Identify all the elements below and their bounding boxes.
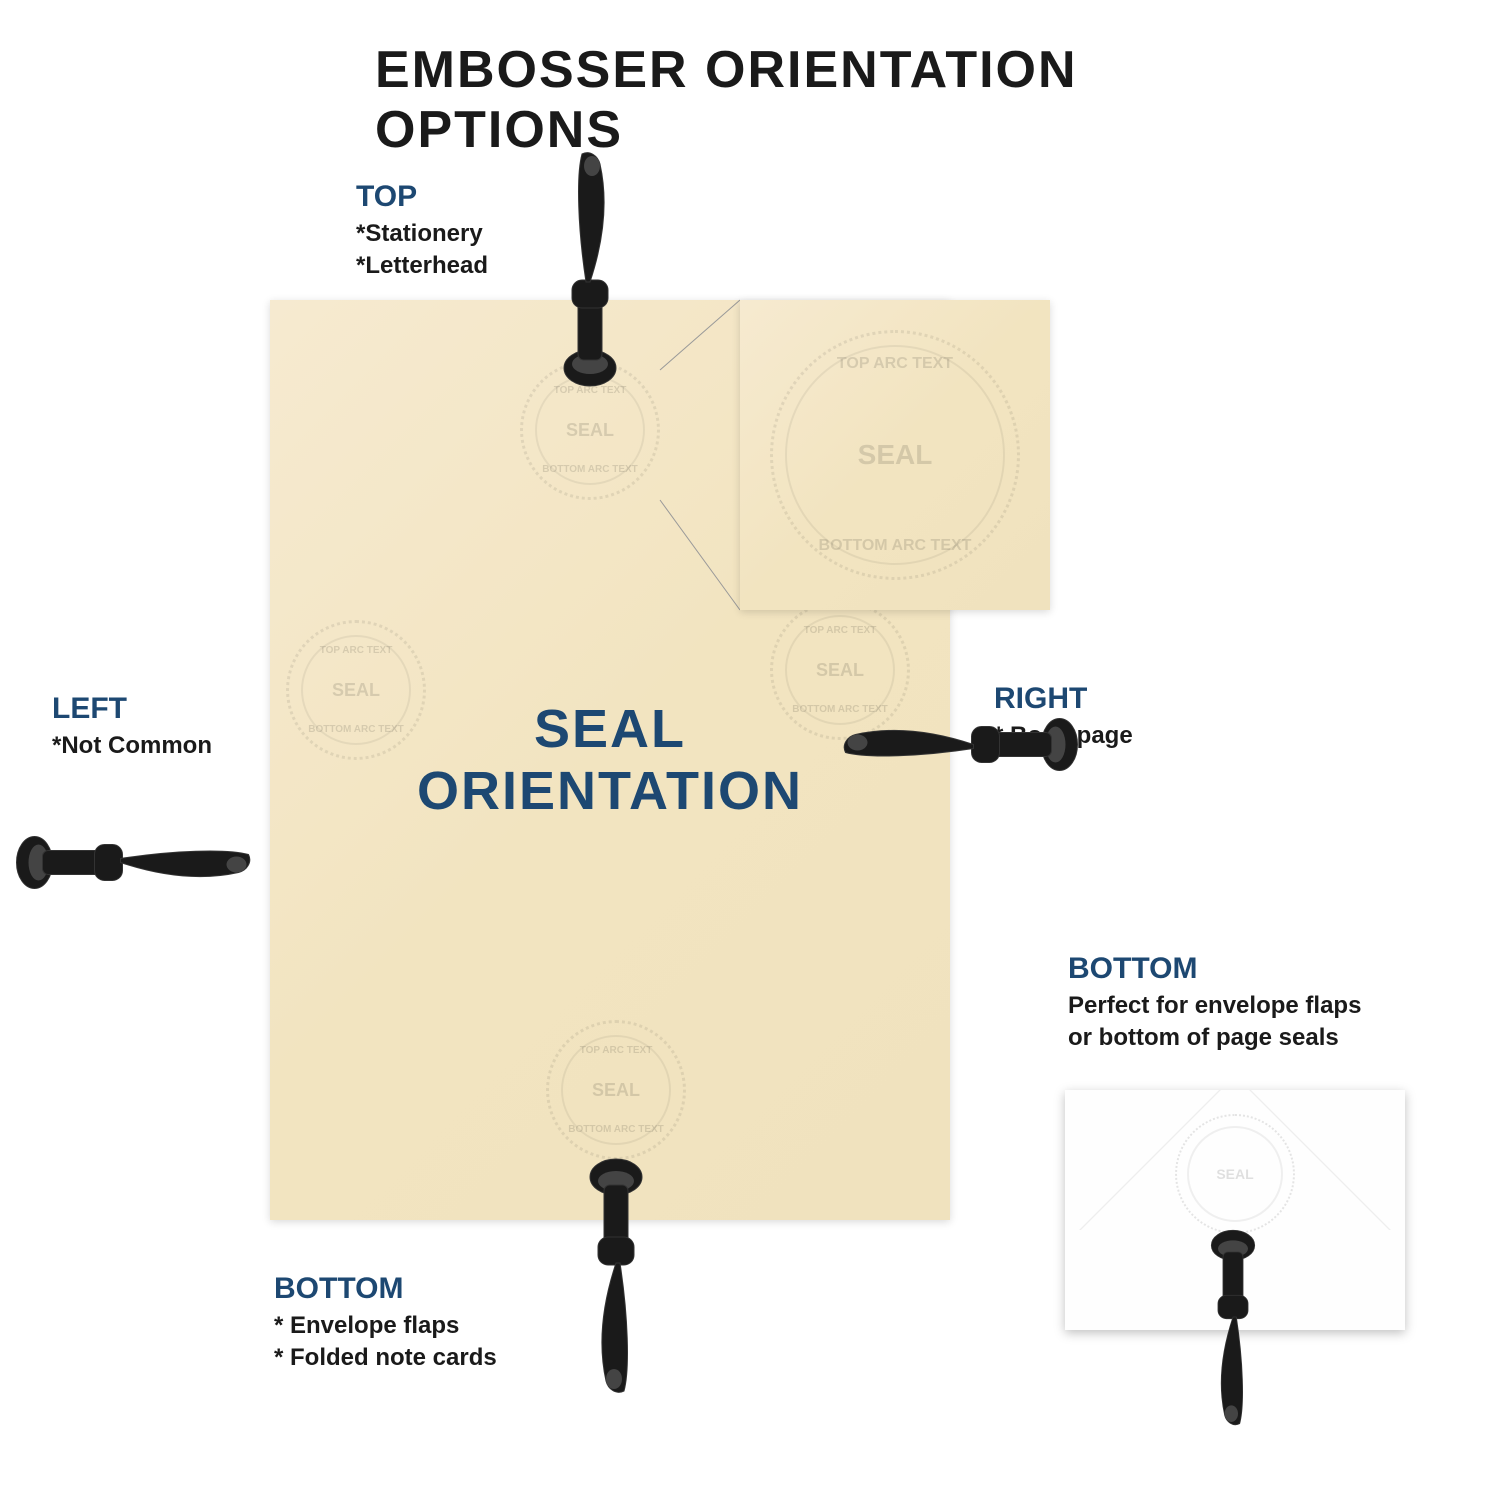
label-bottom: BOTTOM * Envelope flaps * Folded note ca… bbox=[274, 1272, 497, 1375]
center-label-line2: ORIENTATION bbox=[417, 761, 803, 821]
label-right-heading: RIGHT bbox=[994, 682, 1133, 716]
label-top-line2: *Letterhead bbox=[356, 250, 488, 282]
center-label-line1: SEAL bbox=[534, 699, 686, 759]
embosser-icon bbox=[842, 715, 1082, 775]
embosser-right bbox=[842, 715, 1087, 775]
label-bottom-right-heading: BOTTOM bbox=[1068, 952, 1361, 986]
seal-left: TOP ARC TEXT SEAL BOTTOM ARC TEXT bbox=[286, 620, 426, 760]
embosser-icon bbox=[1208, 1227, 1258, 1427]
label-bottom-right-line2: or bottom of page seals bbox=[1068, 1022, 1361, 1054]
label-bottom-line1: * Envelope flaps bbox=[274, 1310, 497, 1342]
seal-bottom-arc-text: BOTTOM ARC TEXT bbox=[819, 537, 972, 555]
label-top-line1: *Stationery bbox=[356, 218, 488, 250]
embosser-left bbox=[8, 833, 253, 893]
embosser-envelope bbox=[1208, 1222, 1258, 1427]
seal-top-arc-text: TOP ARC TEXT bbox=[837, 355, 953, 373]
page-title: EMBOSSER ORIENTATION OPTIONS bbox=[375, 40, 1125, 160]
center-label: SEAL ORIENTATION bbox=[417, 698, 803, 822]
embosser-icon bbox=[586, 1155, 646, 1395]
label-bottom-right-line1: Perfect for envelope flaps bbox=[1068, 990, 1361, 1022]
seal-center-text: SEAL bbox=[858, 439, 933, 471]
label-left-line1: *Not Common bbox=[52, 730, 212, 762]
label-top-heading: TOP bbox=[356, 180, 488, 214]
label-bottom-line2: * Folded note cards bbox=[274, 1342, 497, 1374]
label-bottom-right: BOTTOM Perfect for envelope flaps or bot… bbox=[1068, 952, 1361, 1055]
embosser-icon bbox=[13, 833, 253, 893]
embosser-top bbox=[560, 150, 620, 395]
label-top: TOP *Stationery *Letterhead bbox=[356, 180, 488, 283]
embosser-bottom bbox=[586, 1150, 646, 1395]
label-bottom-heading: BOTTOM bbox=[274, 1272, 497, 1306]
label-left: LEFT *Not Common bbox=[52, 692, 212, 762]
seal-envelope: SEAL bbox=[1175, 1114, 1295, 1234]
embosser-icon bbox=[560, 150, 620, 390]
seal-bottom: TOP ARC TEXT SEAL BOTTOM ARC TEXT bbox=[546, 1020, 686, 1160]
zoom-paper: TOP ARC TEXT SEAL BOTTOM ARC TEXT bbox=[740, 300, 1050, 610]
label-left-heading: LEFT bbox=[52, 692, 212, 726]
seal-zoom: TOP ARC TEXT SEAL BOTTOM ARC TEXT bbox=[770, 330, 1020, 580]
